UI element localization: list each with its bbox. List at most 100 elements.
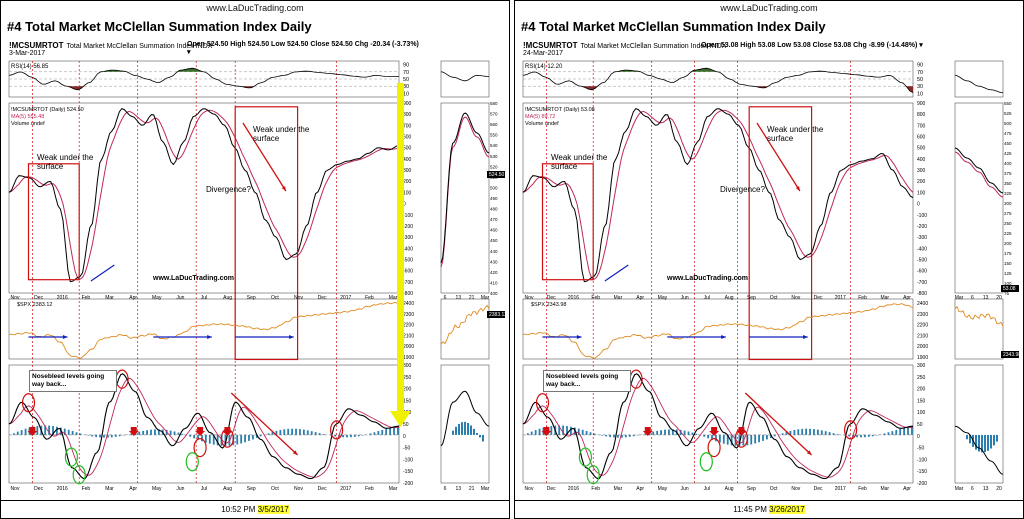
- price-zoom-ytick: 300: [1004, 201, 1012, 206]
- histogram-bar: [624, 434, 627, 438]
- histogram-bar: [56, 426, 58, 435]
- price-zoom-ytick: 525: [1004, 111, 1012, 116]
- zoom-histogram-bar: [452, 430, 454, 435]
- rsi-ytick: 50: [917, 77, 923, 83]
- annotation-nosebleed: Nosebleed levels going way back...: [543, 370, 631, 392]
- footer-date: 3/5/2017: [257, 505, 289, 514]
- osc-down-arrow-1: [128, 427, 139, 436]
- histogram-bar: [71, 431, 74, 435]
- histogram-bar: [271, 432, 274, 435]
- price-xtick: Apr: [129, 295, 137, 301]
- histogram-bar: [585, 431, 588, 435]
- price-zoom-frame: [954, 102, 1004, 294]
- zoom-histogram-bar: [458, 423, 460, 435]
- rsi-ytick: 90: [917, 63, 923, 69]
- zoom-price-xtick: 6: [971, 295, 974, 301]
- osc-xtick: 2016: [57, 486, 68, 492]
- histogram-bar: [314, 432, 317, 435]
- summation-zoom-line: [954, 147, 1004, 194]
- price-ytick: -700: [917, 280, 927, 286]
- spx-blue-arrow-2-head: [289, 335, 294, 339]
- price-ytick: 0: [917, 202, 920, 208]
- price-zoom-ytick: 175: [1004, 251, 1012, 256]
- price-zoom-ytick: 100: [1004, 281, 1012, 286]
- histogram-bar: [911, 426, 913, 435]
- price-zoom-ytick: 275: [1004, 211, 1012, 216]
- histogram-bar: [295, 428, 297, 435]
- histogram-bar: [122, 434, 125, 436]
- price-zoom-ytick: 150: [1004, 261, 1012, 266]
- zoom-histogram-bar: [455, 426, 457, 435]
- histogram-bar: [224, 434, 227, 446]
- price-xtick: Jul: [704, 295, 710, 301]
- histogram-bar: [718, 434, 721, 443]
- spx-blue-arrow-0-head: [576, 335, 582, 339]
- histogram-bar: [730, 434, 733, 446]
- histogram-bar: [789, 430, 792, 435]
- histogram-bar: [620, 434, 623, 438]
- price-zoom-ytick: 500: [490, 185, 498, 190]
- histogram-bar: [110, 434, 113, 438]
- chart-panel-left: www.LaDucTrading.com #4 Total Market McCl…: [0, 0, 510, 519]
- histogram-bar: [801, 428, 804, 435]
- spx-ytick: 2200: [403, 323, 414, 329]
- price-zoom-ytick: 580: [490, 101, 498, 106]
- histogram-bar: [609, 434, 612, 438]
- spx-last-badge: [487, 311, 505, 318]
- price-ytick: -700: [403, 280, 413, 286]
- osc-ytick: 100: [917, 410, 926, 416]
- histogram-bar: [150, 429, 152, 435]
- histogram-bar: [95, 434, 98, 438]
- histogram-bar: [860, 434, 862, 438]
- zoom-osc-xtick: 6: [971, 486, 974, 492]
- osc-ytick: 50: [403, 422, 409, 428]
- histogram-bar: [558, 425, 561, 435]
- zoom-price-xtick: 13: [983, 295, 989, 301]
- price-ytick: -200: [917, 224, 927, 230]
- price-zoom-ytick: 490: [490, 196, 498, 201]
- osc-down-trend-arrow: [744, 392, 813, 456]
- osc-down-arrow-0: [541, 427, 552, 436]
- annotation-weak-under-surface-1: Weak under the surface: [551, 153, 608, 171]
- histogram-bar: [353, 434, 356, 437]
- price-ytick: 100: [403, 190, 412, 196]
- histogram-bar: [216, 434, 219, 446]
- price-zoom-ytick: 125: [1004, 271, 1012, 276]
- price-ytick: -500: [917, 257, 927, 263]
- histogram-bar: [99, 434, 101, 438]
- rsi-overbought-fill: [9, 68, 399, 72]
- histogram-bar: [130, 433, 133, 435]
- price-zoom-ytick: 500: [1004, 121, 1012, 126]
- spx-zoom-frame: [440, 298, 490, 360]
- price-zoom-ytick: 440: [490, 249, 498, 254]
- histogram-bar: [785, 432, 788, 435]
- spx-last-badge: [1001, 351, 1019, 358]
- histogram-bar: [201, 434, 203, 442]
- osc-ytick: -50: [917, 446, 924, 452]
- osc-xtick: Feb: [858, 486, 867, 492]
- zoom-histogram-bar: [476, 433, 478, 435]
- osc-circle-0: [21, 393, 36, 413]
- histogram-bar: [562, 425, 564, 435]
- rsi-line: [8, 67, 399, 91]
- symbol-description: Total Market McClellan Summation Index I…: [66, 43, 213, 50]
- histogram-bar: [193, 434, 196, 439]
- spx-blue-arrow-0-head: [62, 335, 68, 339]
- rsi-zoom-line: [440, 71, 490, 82]
- price-zoom-ytick: 425: [1004, 151, 1012, 156]
- histogram-bar: [208, 434, 211, 444]
- footer-time: 11:45 PM: [733, 505, 767, 514]
- price-down-arrow-head: [795, 186, 800, 191]
- histogram-bar: [907, 427, 909, 435]
- histogram-bar: [887, 432, 890, 435]
- histogram-bar: [87, 434, 90, 436]
- osc-ytick: -50: [403, 446, 410, 452]
- rsi-label: RSI(14) 56.85: [11, 64, 49, 70]
- histogram-bar: [617, 434, 619, 438]
- price-ytick: 400: [403, 157, 412, 163]
- price-xtick: Feb: [591, 295, 600, 301]
- histogram-bar: [867, 434, 870, 437]
- histogram-bar: [283, 429, 286, 435]
- histogram-bar: [299, 429, 301, 435]
- price-zoom-ytick: 460: [490, 228, 498, 233]
